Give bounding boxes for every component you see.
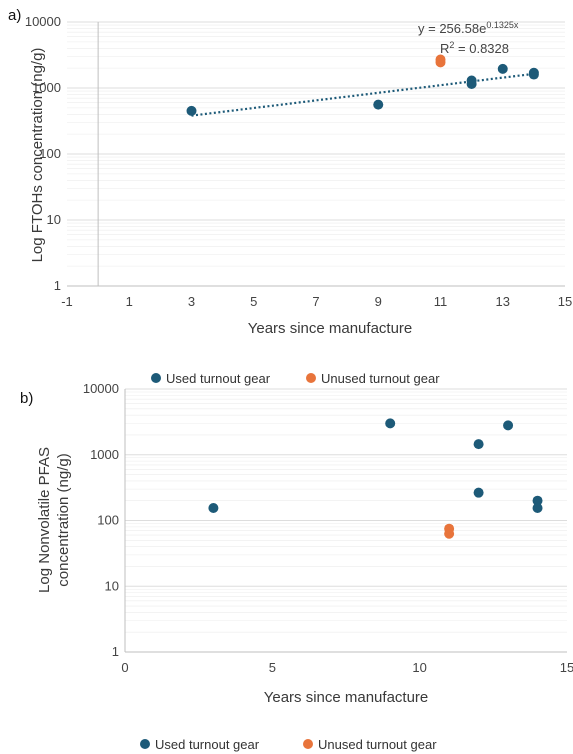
- panel-b-y-axis-label-line1: Log Nonvolatile PFAS: [36, 447, 53, 593]
- legend-used-label: Used turnout gear: [166, 371, 271, 386]
- b-y-tick-label: 1: [112, 644, 119, 659]
- trendline-equation: y = 256.58e0.1325x: [418, 20, 519, 36]
- panel-b-y-axis-label-line2: concentration (ng/g): [55, 453, 72, 586]
- panel-a-label: a): [8, 7, 21, 24]
- b-y-tick-label: 100: [97, 513, 119, 528]
- panel-b-x-axis-label: Years since manufacture: [264, 689, 429, 706]
- panel-b-y-tick-labels: 1 10 100 1000 10000: [83, 381, 119, 659]
- panel-b-gridlines: [125, 388, 567, 653]
- a-y-tick-label: 10000: [25, 14, 61, 29]
- a-x-tick-label: 13: [496, 294, 510, 309]
- panel-b: b) Used turnout gear Unused turnout gear…: [20, 371, 573, 706]
- a-y-tick-label: 100: [39, 146, 61, 161]
- legend-used-marker: [151, 373, 161, 383]
- legend-unused-label: Unused turnout gear: [321, 371, 440, 386]
- a-x-tick-label: 5: [250, 294, 257, 309]
- panel-b-legend: Used turnout gear Unused turnout gear: [151, 371, 440, 386]
- panel-b-label: b): [20, 390, 33, 407]
- b-point-used: [532, 502, 543, 513]
- a-x-tick-label: 11: [434, 294, 448, 309]
- b-x-tick-label: 10: [412, 660, 426, 675]
- bottom-legend-unused-label: Unused turnout gear: [318, 737, 437, 752]
- a-y-tick-label: 10: [47, 212, 61, 227]
- b-point-used: [503, 420, 514, 431]
- panel-b-x-tick-labels: 0 5 10 15: [121, 660, 573, 675]
- b-y-tick-label: 10: [105, 578, 119, 593]
- a-x-tick-label: 3: [188, 294, 195, 309]
- b-point-used: [532, 495, 543, 506]
- panel-a-points: [186, 54, 539, 116]
- b-y-tick-label: 1000: [90, 447, 119, 462]
- bottom-legend: Used turnout gear Unused turnout gear: [140, 737, 437, 752]
- b-point-unused: [444, 528, 455, 539]
- a-y-tick-label: 1: [54, 278, 61, 293]
- panel-a-x-axis-label: Years since manufacture: [248, 320, 413, 337]
- bottom-legend-used-marker: [140, 739, 150, 749]
- a-x-tick-label: 7: [312, 294, 319, 309]
- panel-a-trendline-group: [191, 72, 535, 117]
- b-point-used: [473, 439, 484, 450]
- a-point-used: [466, 78, 477, 89]
- panel-a-y-tick-labels: 1 10 100 1000 10000: [25, 14, 61, 293]
- b-point-used: [473, 487, 484, 498]
- a-x-tick-label: 15: [558, 294, 572, 309]
- panel-a-y-axis-label: Log FTOHs concentration (ng/g): [29, 48, 46, 263]
- a-point-used: [528, 69, 539, 80]
- panel-a-axes: [67, 22, 565, 287]
- a-point-unused: [435, 57, 446, 68]
- b-x-tick-label: 0: [121, 660, 128, 675]
- b-y-tick-label: 10000: [83, 381, 119, 396]
- b-point-used: [208, 502, 219, 513]
- a-trendline: [191, 72, 535, 117]
- bottom-legend-unused-marker: [303, 739, 313, 749]
- a-point-used: [497, 63, 508, 74]
- b-x-tick-label: 5: [269, 660, 276, 675]
- b-x-tick-label: 15: [560, 660, 573, 675]
- panel-a-gridlines: [67, 21, 565, 287]
- panel-a-x-tick-labels: -1 1 3 5 7 9 11 13 15: [61, 294, 572, 309]
- a-x-tick-label: -1: [61, 294, 73, 309]
- a-point-used: [373, 99, 384, 110]
- panel-b-points: [208, 418, 543, 539]
- a-x-tick-label: 1: [126, 294, 133, 309]
- legend-unused-marker: [306, 373, 316, 383]
- a-point-used: [186, 105, 197, 116]
- b-point-used: [385, 418, 396, 429]
- a-y-tick-label: 1000: [32, 80, 61, 95]
- panel-b-axes: [124, 389, 567, 653]
- a-x-tick-label: 9: [375, 294, 382, 309]
- trendline-r-squared: R2 = 0.8328: [440, 40, 509, 56]
- bottom-legend-used-label: Used turnout gear: [155, 737, 260, 752]
